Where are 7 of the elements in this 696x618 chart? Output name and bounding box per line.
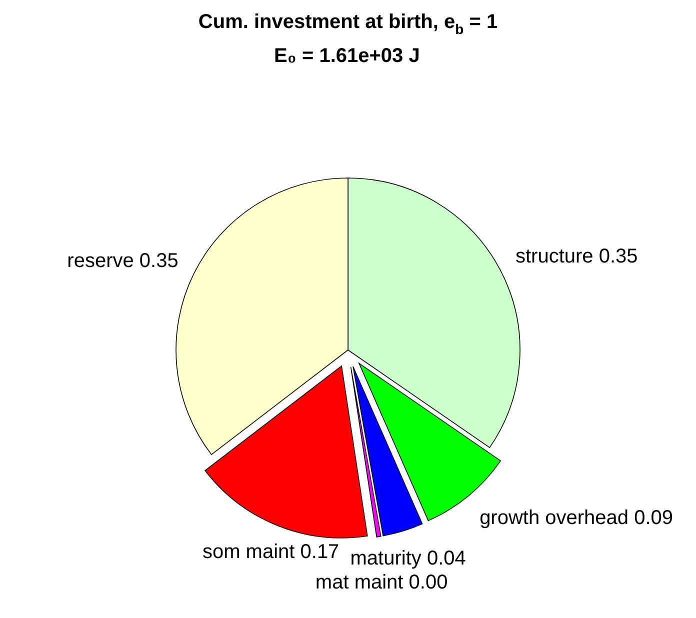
slice-label: som maint 0.17 — [202, 541, 340, 564]
slice-label: mat maint 0.00 — [315, 571, 448, 594]
slice-label: structure 0.35 — [515, 246, 638, 268]
chart-subtitle: E₀ = 1.61e+03 J — [274, 45, 420, 67]
slice-label: growth overhead 0.09 — [480, 506, 674, 529]
slice-label: maturity 0.04 — [350, 547, 466, 570]
slice-label: reserve 0.35 — [67, 250, 178, 272]
